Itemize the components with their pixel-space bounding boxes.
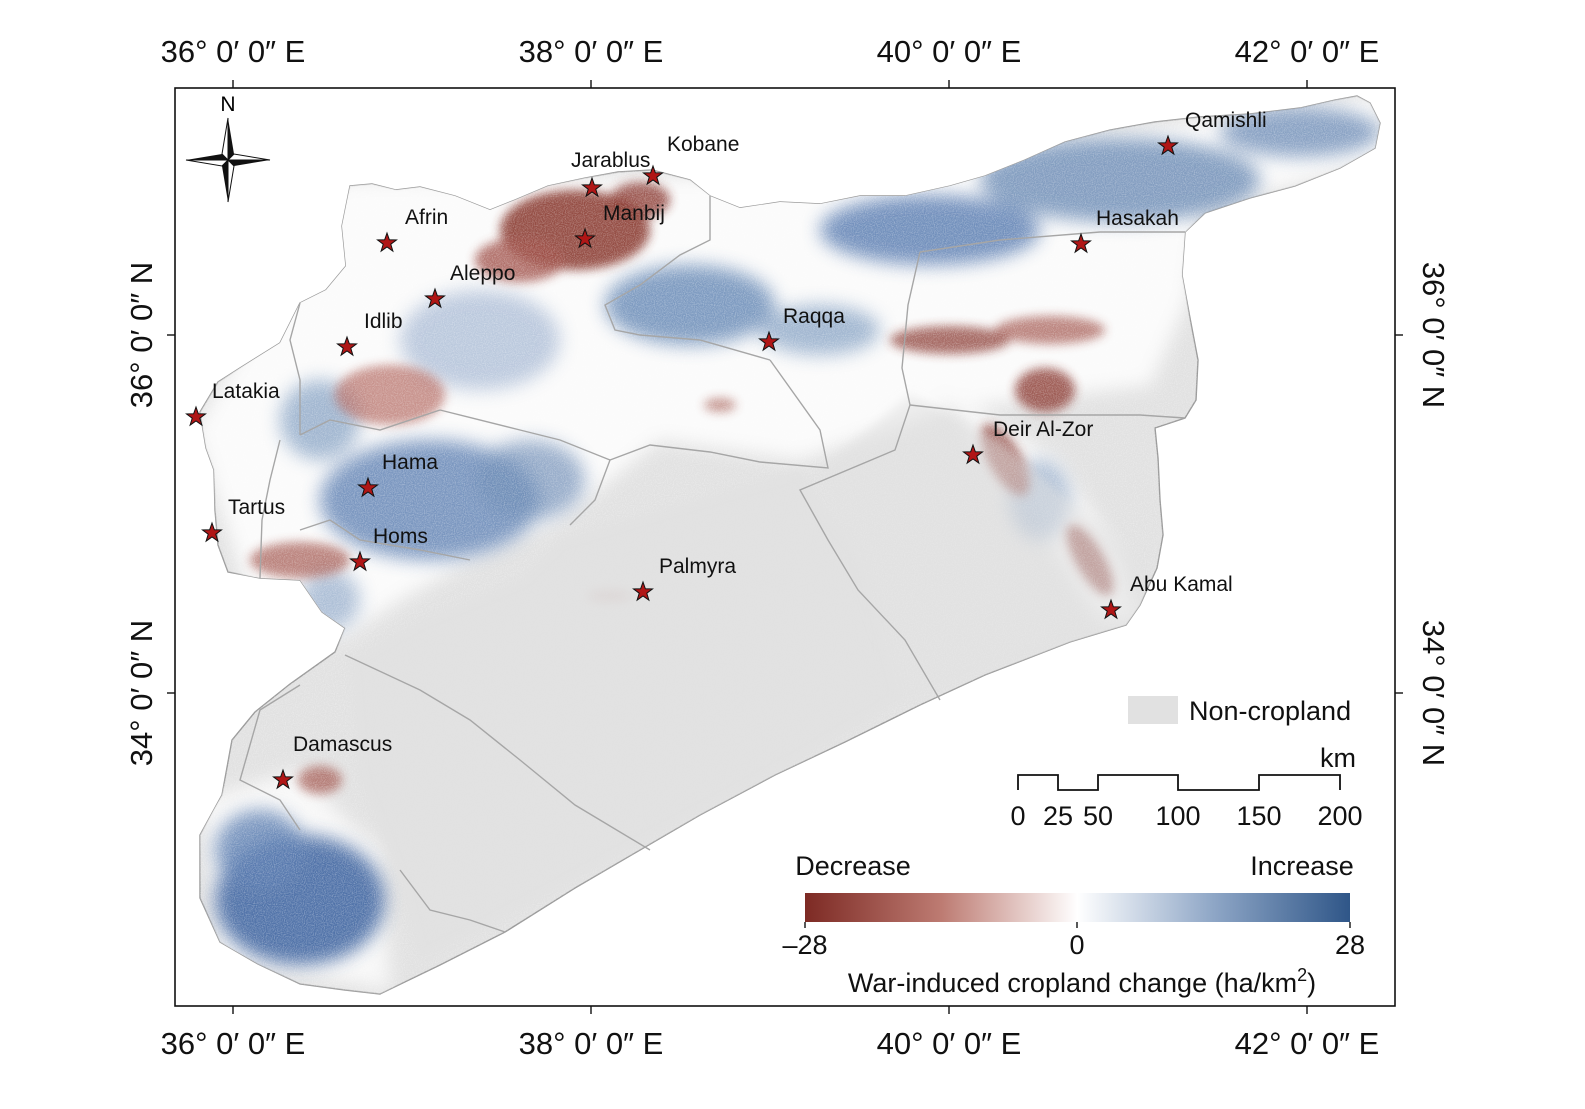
city-star-icon <box>1157 134 1179 156</box>
colorbar-title-sup: 2 <box>1297 965 1307 985</box>
colorbar-max-label: 28 <box>1335 930 1365 960</box>
city-aleppo: Aleppo <box>424 262 515 309</box>
legend-noncropland: Non-cropland <box>1128 696 1351 726</box>
scale-tick-150: 150 <box>1236 801 1281 831</box>
longitude-labels-top: 36° 0′ 0″ E 38° 0′ 0″ E 40° 0′ 0″ E 42° … <box>161 34 1380 69</box>
city-label-raqqa: Raqqa <box>783 305 845 328</box>
city-qamishli: Qamishli <box>1157 109 1267 156</box>
longitude-labels-bottom: 36° 0′ 0″ E 38° 0′ 0″ E 40° 0′ 0″ E 42° … <box>161 1026 1380 1061</box>
city-label-latakia: Latakia <box>212 380 280 403</box>
city-tartus: Tartus <box>201 496 285 543</box>
colorbar-gradient <box>805 893 1350 922</box>
colorbar-increase-label: Increase <box>1250 851 1354 881</box>
city-hama: Hama <box>357 451 438 498</box>
city-star-icon <box>642 164 664 186</box>
noncropland-label: Non-cropland <box>1189 696 1351 726</box>
colorbar-title-end: ) <box>1307 968 1316 998</box>
city-markers: Qamishli Kobane Jarablus Manbij Afrin Ha… <box>185 109 1267 790</box>
city-label-qamishli: Qamishli <box>1185 109 1267 132</box>
city-label-afrin: Afrin <box>405 206 448 229</box>
city-jarablus: Jarablus <box>571 149 650 198</box>
north-arrow-label: N <box>220 93 235 116</box>
city-kobane: Kobane <box>642 133 739 186</box>
scale-tick-200: 200 <box>1317 801 1362 831</box>
lon-label-40-bottom: 40° 0′ 0″ E <box>877 1026 1022 1061</box>
city-star-icon <box>574 227 596 249</box>
city-star-icon <box>357 476 379 498</box>
city-palmyra: Palmyra <box>632 555 736 602</box>
city-star-icon <box>581 176 603 198</box>
city-label-hasakah: Hasakah <box>1096 207 1179 230</box>
city-damascus: Damascus <box>272 733 392 790</box>
city-latakia: Latakia <box>185 380 280 427</box>
city-abu-kamal: Abu Kamal <box>1100 573 1233 620</box>
city-label-hama: Hama <box>382 451 438 474</box>
scale-tick-25: 25 <box>1043 801 1073 831</box>
city-label-jarablus: Jarablus <box>571 149 650 172</box>
city-star-icon <box>632 580 654 602</box>
lat-label-36-left: 36° 0′ 0″ N <box>124 262 159 408</box>
north-arrow: N <box>185 93 271 203</box>
colorbar: Decrease Increase –28 0 28 War-induced c… <box>782 851 1365 998</box>
scale-tick-50: 50 <box>1083 801 1113 831</box>
scale-tick-0: 0 <box>1010 801 1025 831</box>
colorbar-title-main: War-induced cropland change (ha/km <box>848 968 1297 998</box>
graticule <box>167 80 1403 1014</box>
city-star-icon <box>758 330 780 352</box>
lon-label-36-bottom: 36° 0′ 0″ E <box>161 1026 306 1061</box>
city-raqqa: Raqqa <box>758 305 845 352</box>
city-manbij: Manbij <box>574 202 665 249</box>
lat-label-34-left: 34° 0′ 0″ N <box>124 620 159 766</box>
scale-unit-label: km <box>1320 743 1356 773</box>
city-star-icon <box>185 405 207 427</box>
lon-label-42-bottom: 42° 0′ 0″ E <box>1235 1026 1380 1061</box>
city-star-icon <box>272 768 294 790</box>
city-deir-al-zor: Deir Al-Zor <box>962 418 1093 465</box>
city-star-icon <box>376 231 398 253</box>
city-label-deir-al-zor: Deir Al-Zor <box>993 418 1093 441</box>
lon-label-42-top: 42° 0′ 0″ E <box>1235 34 1380 69</box>
colorbar-title: War-induced cropland change (ha/km2) <box>848 965 1316 998</box>
city-idlib: Idlib <box>336 310 403 357</box>
city-star-icon <box>336 335 358 357</box>
city-star-icon <box>349 550 371 572</box>
city-label-abu-kamal: Abu Kamal <box>1130 573 1233 596</box>
city-label-kobane: Kobane <box>667 133 739 156</box>
city-label-idlib: Idlib <box>364 310 403 333</box>
colorbar-min-label: –28 <box>782 930 827 960</box>
admin-boundaries <box>239 196 1186 933</box>
city-label-palmyra: Palmyra <box>659 555 736 578</box>
lon-label-38-bottom: 38° 0′ 0″ E <box>519 1026 664 1061</box>
city-hasakah: Hasakah <box>1070 207 1179 254</box>
lon-label-38-top: 38° 0′ 0″ E <box>519 34 664 69</box>
noncropland-swatch <box>1128 696 1178 724</box>
city-star-icon <box>1100 598 1122 620</box>
city-star-icon <box>201 521 223 543</box>
lat-label-36-right: 36° 0′ 0″ N <box>1416 262 1451 408</box>
scale-bar: km 0 25 50 100 150 200 <box>1010 743 1362 831</box>
city-star-icon <box>1070 232 1092 254</box>
city-label-damascus: Damascus <box>293 733 392 756</box>
city-label-manbij: Manbij <box>603 202 665 225</box>
city-star-icon <box>962 443 984 465</box>
city-label-tartus: Tartus <box>228 496 285 519</box>
compass-rose-icon <box>185 117 271 203</box>
city-label-aleppo: Aleppo <box>450 262 515 285</box>
lon-label-40-top: 40° 0′ 0″ E <box>877 34 1022 69</box>
latitude-labels-left: 36° 0′ 0″ N 34° 0′ 0″ N <box>124 262 159 766</box>
latitude-labels-right: 36° 0′ 0″ N 34° 0′ 0″ N <box>1416 262 1451 766</box>
lat-label-34-right: 34° 0′ 0″ N <box>1416 620 1451 766</box>
city-label-homs: Homs <box>373 525 428 548</box>
city-homs: Homs <box>349 525 428 572</box>
city-star-icon <box>424 287 446 309</box>
colorbar-decrease-label: Decrease <box>795 851 911 881</box>
lon-label-36-top: 36° 0′ 0″ E <box>161 34 306 69</box>
colorbar-mid-label: 0 <box>1069 930 1084 960</box>
scale-bar-line <box>1017 774 1341 791</box>
scale-tick-100: 100 <box>1155 801 1200 831</box>
city-afrin: Afrin <box>376 206 448 253</box>
